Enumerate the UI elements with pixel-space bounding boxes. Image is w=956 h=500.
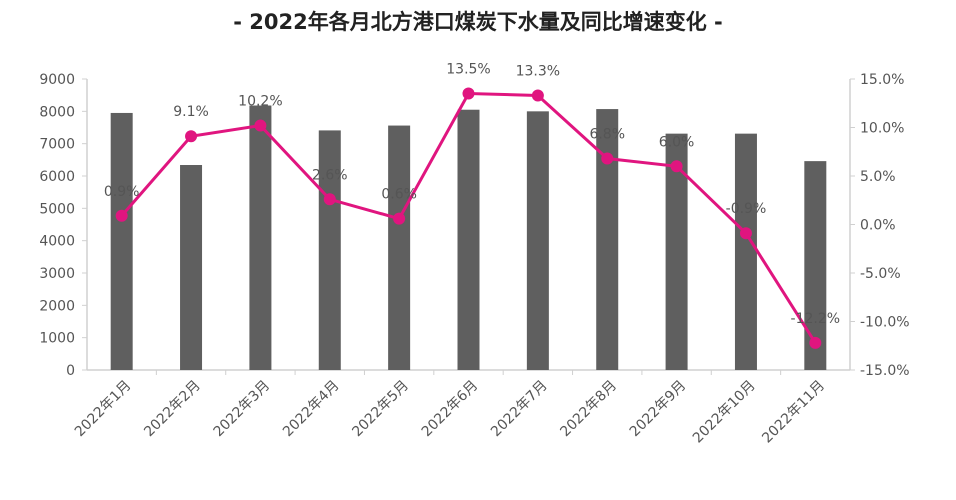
left-axis-tick-label: 4000 (39, 234, 75, 250)
x-axis-tick-label: 2022年8月 (557, 378, 620, 441)
growth-data-label: 13.3% (516, 63, 560, 79)
growth-point (323, 193, 336, 206)
growth-data-label: 0.9% (104, 184, 140, 200)
bar (734, 133, 757, 370)
bar (665, 133, 688, 370)
left-axis-tick-label: 1000 (39, 331, 75, 347)
bar (804, 161, 827, 370)
chart-title: - 2022年各月北方港口煤炭下水量及同比增速变化 - (233, 10, 723, 34)
growth-point (185, 130, 198, 143)
x-axis-tick-label: 2022年4月 (280, 378, 343, 441)
x-axis-tick-label: 2022年11月 (759, 378, 828, 447)
x-axis-tick-label: 2022年6月 (419, 378, 482, 441)
right-axis-tick-label: 0.0% (860, 218, 896, 234)
growth-data-label: 2.6% (312, 167, 348, 183)
x-axis-tick-label: 2022年7月 (488, 378, 551, 441)
growth-data-label: 0.6% (381, 187, 417, 203)
growth-point (531, 89, 544, 102)
right-axis-tick-label: 5.0% (860, 169, 896, 185)
bar (318, 130, 341, 370)
growth-data-label: 10.2% (238, 94, 282, 110)
x-axis-tick-label: 2022年5月 (349, 378, 412, 441)
growth-point (462, 87, 475, 100)
right-axis-tick-label: -5.0% (860, 266, 901, 282)
bar (457, 109, 480, 370)
growth-data-label: 13.5% (446, 62, 490, 78)
growth-point (739, 227, 752, 240)
bar (596, 109, 619, 370)
right-axis-tick-label: 10.0% (860, 121, 904, 137)
growth-point (393, 212, 406, 225)
left-axis-tick-label: 0 (66, 363, 75, 379)
left-axis-tick-label: 6000 (39, 169, 75, 185)
left-axis-tick-label: 5000 (39, 201, 75, 217)
bar (526, 111, 549, 370)
growth-data-label: -12.2% (791, 311, 841, 327)
x-axis-tick-label: 2022年2月 (141, 378, 204, 441)
left-axis-tick-label: 8000 (39, 104, 75, 120)
x-axis-tick-label: 2022年9月 (627, 378, 690, 441)
x-axis-tick-label: 2022年10月 (690, 378, 759, 447)
bar (388, 125, 411, 370)
growth-data-label: -0.9% (726, 201, 767, 217)
x-axis-tick-label: 2022年3月 (211, 378, 274, 441)
right-axis-tick-label: -10.0% (860, 315, 910, 331)
growth-point (601, 152, 614, 165)
left-axis-tick-label: 9000 (39, 72, 75, 88)
left-axis-tick-label: 3000 (39, 266, 75, 282)
growth-point (254, 119, 267, 132)
bar (180, 165, 203, 370)
bar (249, 105, 272, 370)
growth-point (670, 160, 683, 173)
right-axis-tick-label: -15.0% (860, 363, 910, 379)
left-axis-tick-label: 7000 (39, 137, 75, 153)
growth-point (115, 209, 128, 222)
x-axis-tick-label: 2022年1月 (72, 378, 135, 441)
growth-data-label: 6.8% (589, 127, 625, 143)
left-axis-tick-label: 2000 (39, 298, 75, 314)
growth-data-label: 6.0% (659, 134, 695, 150)
growth-data-label: 9.1% (173, 104, 209, 120)
right-axis-tick-label: 15.0% (860, 72, 904, 88)
bar (110, 112, 133, 370)
growth-point (809, 336, 822, 349)
